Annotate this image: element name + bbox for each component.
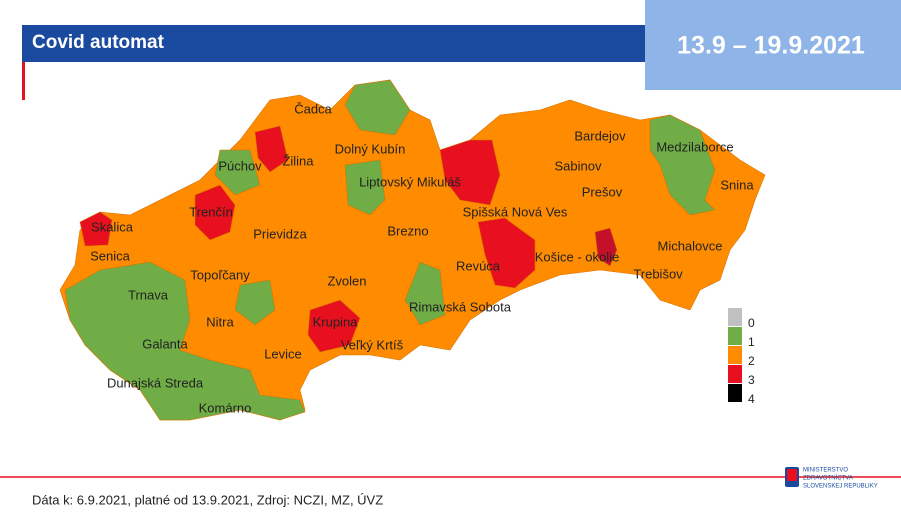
district-label: Revúca [456, 258, 501, 273]
district-label: Zvolen [327, 273, 366, 288]
district-label: Krupina [313, 314, 359, 329]
district-label: Topoľčany [190, 267, 250, 282]
district-label: Trebišov [633, 266, 683, 281]
district-label: Sabinov [555, 158, 602, 173]
legend-swatch [728, 365, 742, 383]
title-bar [22, 25, 645, 62]
legend-swatch [728, 384, 742, 402]
district-label: Dolný Kubín [335, 141, 406, 156]
district-label: Senica [90, 248, 131, 263]
green-region [234, 279, 276, 326]
logo-text: ZDRAVOTNÍCTVA [803, 475, 853, 482]
district-label: Rimavská Sobota [409, 299, 512, 314]
district-label: Púchov [218, 158, 262, 173]
map [59, 79, 766, 421]
district-label: Michalovce [657, 238, 722, 253]
date-box [645, 0, 901, 90]
district-label: Dunajská Streda [107, 375, 204, 390]
green-region [214, 149, 261, 196]
district-label: Liptovský Mikuláš [359, 174, 461, 189]
green-region [404, 261, 446, 326]
district-label: Košice - okolie [535, 249, 620, 264]
legend-label: 3 [748, 373, 755, 387]
legend-swatch [728, 327, 742, 345]
legend-label: 2 [748, 354, 755, 368]
logo-text: SLOVENSKEJ REPUBLIKY [803, 484, 878, 490]
district-label: Snina [720, 177, 754, 192]
title: Covid automat [32, 32, 165, 53]
red-region [477, 217, 536, 289]
footer-text: Dáta k: 6.9.2021, platné od 13.9.2021, Z… [32, 492, 383, 507]
district-label: Brezno [387, 223, 428, 238]
district-label: Prešov [582, 184, 623, 199]
legend-swatch [728, 308, 742, 326]
district-label: Čadca [294, 101, 332, 116]
red-region [307, 299, 361, 353]
district-label: Prievidza [253, 226, 307, 241]
accent-line [22, 62, 25, 100]
red-region [194, 184, 236, 241]
district-label: Veľký Krtíš [341, 337, 404, 352]
district-label: Trenčín [189, 204, 233, 219]
red-region [594, 227, 618, 267]
green-region [649, 114, 716, 216]
legend-label: 1 [748, 335, 755, 349]
district-label: Skalica [91, 219, 134, 234]
district-label: Nitra [206, 314, 234, 329]
district-label: Komárno [199, 400, 252, 415]
green-region [64, 261, 306, 421]
legend-swatch [728, 346, 742, 364]
logo-cross [787, 469, 797, 481]
district-label: Trnava [128, 287, 169, 302]
legend-label: 4 [748, 392, 755, 406]
district-label: Žilina [282, 153, 314, 168]
district-label: Medzilaborce [656, 139, 733, 154]
district-label: Galanta [142, 336, 188, 351]
legend-label: 0 [748, 316, 755, 330]
district-label: Levice [264, 346, 302, 361]
green-region [344, 159, 386, 216]
green-region [344, 79, 411, 136]
district-label: Bardejov [574, 128, 626, 143]
logo-text: MINISTERSTVO [803, 468, 848, 474]
red-region [79, 211, 113, 247]
date: 13.9 – 19.9.2021 [677, 32, 865, 60]
red-region [439, 139, 501, 206]
district-label: Spišská Nová Ves [463, 204, 568, 219]
red-region [254, 125, 289, 173]
